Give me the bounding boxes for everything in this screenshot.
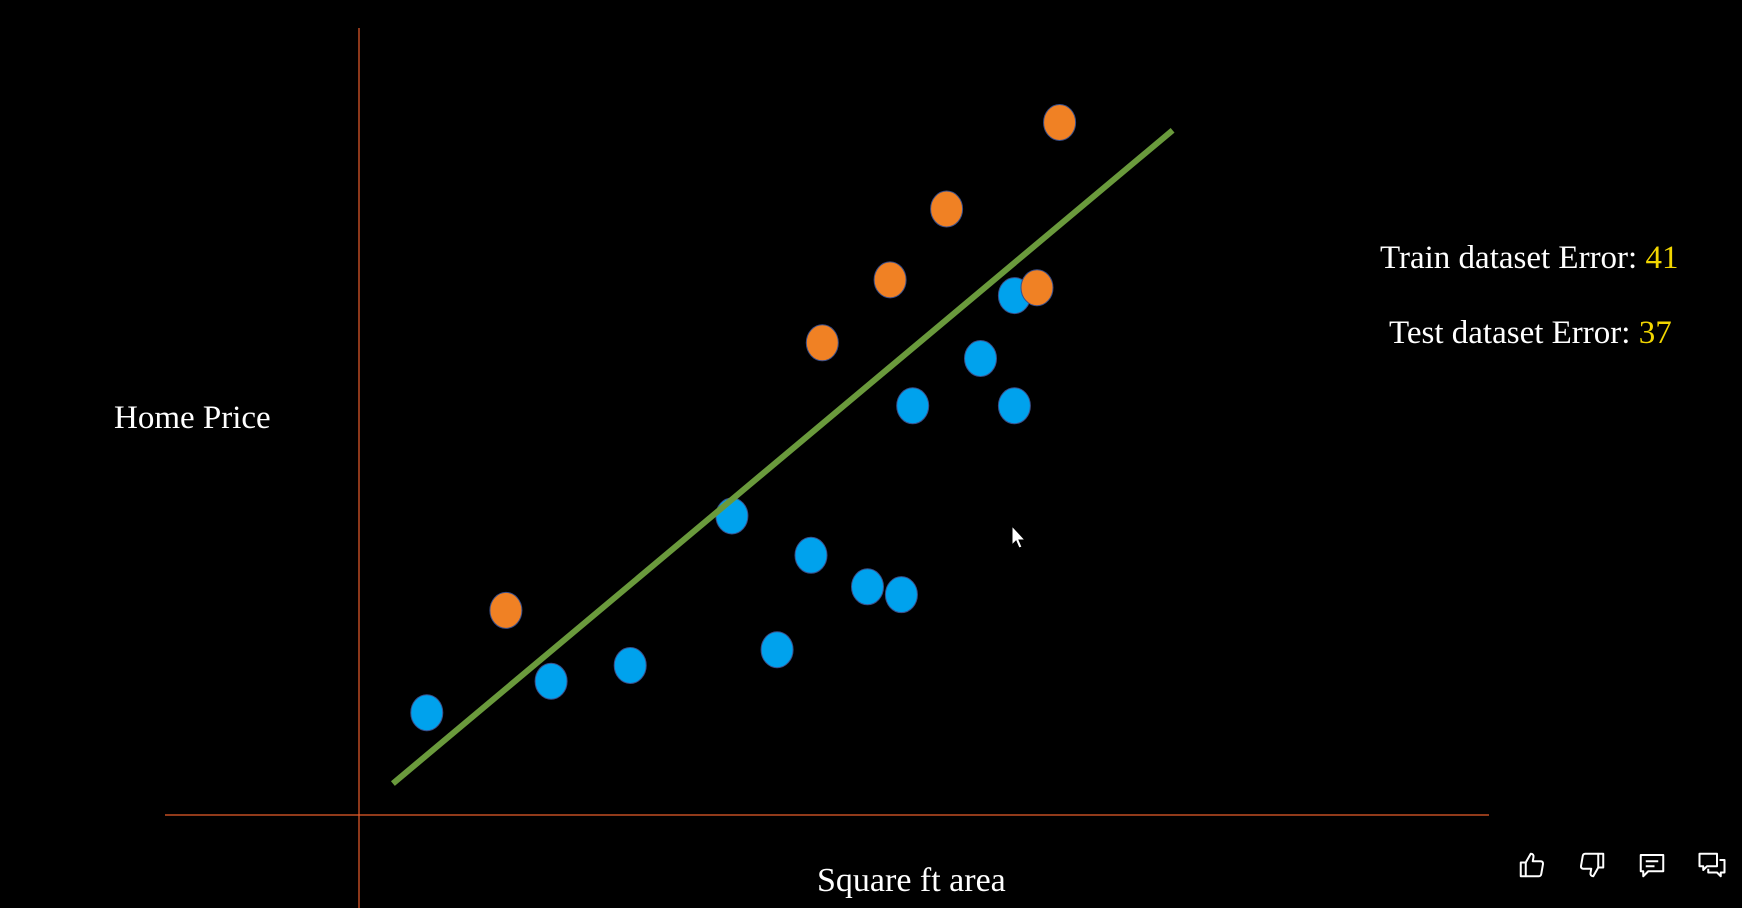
data-point-series-1 bbox=[410, 694, 444, 732]
test-error-value: 37 bbox=[1638, 315, 1672, 351]
train-error-value: 41 bbox=[1645, 240, 1679, 276]
data-point-series-1 bbox=[851, 568, 884, 606]
thumbs-down-button[interactable] bbox=[1572, 845, 1612, 885]
x-axis-label: Square ft area bbox=[817, 862, 1006, 899]
data-point-series-2 bbox=[873, 261, 907, 299]
data-point-series-2 bbox=[805, 324, 839, 362]
data-point-series-1 bbox=[884, 576, 918, 614]
data-point-series-2 bbox=[1043, 103, 1077, 141]
data-point-series-1 bbox=[613, 646, 647, 684]
data-point-series-2 bbox=[489, 591, 523, 629]
regression-line bbox=[390, 128, 1175, 786]
data-point-series-1 bbox=[896, 387, 930, 425]
conversation-button[interactable] bbox=[1692, 845, 1732, 885]
conversation-icon bbox=[1698, 852, 1726, 878]
y-axis-label: Home Price bbox=[114, 400, 271, 436]
data-point-series-1 bbox=[534, 662, 568, 700]
test-error-label: Test dataset Error: bbox=[1389, 315, 1631, 351]
comment-icon bbox=[1639, 854, 1665, 878]
train-error-metric: Train dataset Error: 41 bbox=[1380, 240, 1678, 277]
data-point-series-2 bbox=[1020, 269, 1054, 307]
data-point-series-1 bbox=[997, 387, 1031, 425]
regression-line-group bbox=[390, 128, 1175, 786]
feedback-toolbar bbox=[1512, 845, 1732, 885]
thumbs-up-button[interactable] bbox=[1512, 845, 1552, 885]
data-point-series-1 bbox=[794, 536, 828, 574]
axes bbox=[165, 28, 1489, 908]
thumbs-down-icon bbox=[1579, 852, 1605, 878]
data-point-series-1 bbox=[964, 340, 997, 378]
thumbs-up-icon bbox=[1519, 852, 1545, 878]
data-point-series-2 bbox=[930, 190, 964, 228]
mouse-cursor-icon bbox=[1011, 524, 1027, 549]
comment-button[interactable] bbox=[1632, 845, 1672, 885]
test-error-metric: Test dataset Error: 37 bbox=[1389, 315, 1672, 352]
data-points bbox=[410, 103, 1077, 732]
data-point-series-1 bbox=[760, 631, 794, 669]
train-error-label: Train dataset Error: bbox=[1380, 240, 1638, 276]
